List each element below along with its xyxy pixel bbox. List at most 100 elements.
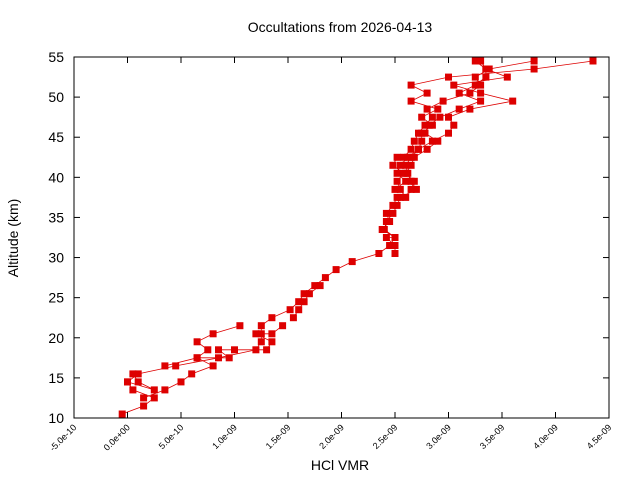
data-point (425, 121, 433, 129)
data-point (404, 153, 412, 161)
data-point (386, 242, 394, 249)
data-point (389, 201, 397, 209)
series-4 (289, 282, 324, 322)
data-point (382, 209, 390, 217)
data-point (382, 234, 390, 241)
data-point (455, 89, 463, 97)
data-point (471, 73, 479, 81)
data-point (286, 306, 294, 314)
y-tick-label: 55 (48, 49, 64, 65)
data-point (193, 338, 201, 346)
data-point (391, 250, 399, 257)
y-tick-label: 20 (48, 330, 64, 346)
series-line (122, 60, 513, 415)
y-axis-label: Altitude (km) (5, 199, 21, 278)
data-point (407, 185, 415, 193)
data-point (434, 105, 442, 113)
data-point (423, 89, 431, 97)
x-tick-label: 3.5e-09 (478, 422, 507, 451)
series-7 (402, 57, 490, 193)
y-tick-label: 40 (48, 169, 64, 185)
data-point (140, 394, 148, 402)
data-point (434, 137, 442, 145)
data-point (268, 330, 276, 338)
series-3 (161, 322, 287, 370)
data-point (412, 185, 420, 193)
data-point (421, 129, 429, 137)
data-point (378, 226, 386, 233)
x-tick-label: 5.0e-10 (157, 422, 186, 451)
data-point (118, 410, 126, 418)
data-point (129, 386, 137, 394)
series-line (143, 325, 241, 399)
data-point (140, 402, 148, 410)
data-point (450, 121, 458, 129)
data-point (204, 346, 212, 354)
data-point (300, 290, 308, 298)
data-point (423, 105, 431, 113)
data-point (400, 153, 408, 161)
data-point (482, 73, 490, 81)
data-point (150, 386, 158, 394)
data-point (389, 209, 397, 217)
series-line (127, 373, 155, 391)
x-tick-label: 2.5e-09 (371, 422, 400, 451)
data-point (193, 354, 201, 362)
data-point (252, 330, 260, 338)
data-point (215, 346, 222, 354)
data-point (589, 57, 597, 65)
data-point (482, 65, 490, 73)
series-2 (124, 370, 158, 394)
data-point (396, 185, 404, 193)
data-point (268, 338, 276, 346)
x-tick-label: 2.0e-09 (317, 422, 346, 451)
data-point (407, 161, 415, 169)
data-point (177, 378, 185, 386)
data-point (375, 250, 383, 257)
y-tick-label: 35 (48, 209, 64, 225)
data-point (471, 81, 479, 89)
data-point (428, 113, 436, 121)
data-point (393, 193, 401, 201)
data-point (289, 314, 297, 322)
data-point (530, 57, 538, 65)
data-point (477, 57, 485, 65)
data-point (268, 314, 276, 322)
data-point (410, 137, 418, 145)
data-point (445, 73, 452, 81)
data-point (418, 113, 426, 121)
data-point (295, 298, 303, 306)
y-tick-label: 30 (48, 250, 64, 266)
data-point (231, 346, 238, 354)
data-point (124, 378, 131, 386)
data-point (407, 97, 415, 105)
x-tick-label: -5.0e-10 (48, 422, 79, 453)
x-tick-label: 1.5e-09 (264, 422, 293, 451)
data-point (225, 354, 233, 362)
data-point (509, 97, 517, 105)
data-point (428, 137, 436, 145)
data-point (209, 330, 217, 338)
series-5 (378, 57, 538, 257)
data-point (300, 298, 308, 306)
data-point (129, 370, 137, 378)
data-point (402, 193, 410, 201)
data-point (530, 65, 538, 73)
data-point (386, 218, 394, 225)
data-point (311, 282, 319, 290)
data-point (393, 177, 401, 185)
data-point (188, 370, 196, 378)
data-point (393, 201, 401, 209)
data-point (466, 89, 474, 97)
data-point (410, 153, 418, 161)
data-point (172, 362, 180, 370)
data-point (150, 394, 158, 402)
data-point (418, 137, 426, 145)
data-point (316, 282, 324, 290)
data-point (436, 113, 444, 121)
x-tick-label: 4.0e-09 (531, 422, 560, 451)
data-point (305, 290, 313, 298)
data-point (161, 386, 169, 394)
